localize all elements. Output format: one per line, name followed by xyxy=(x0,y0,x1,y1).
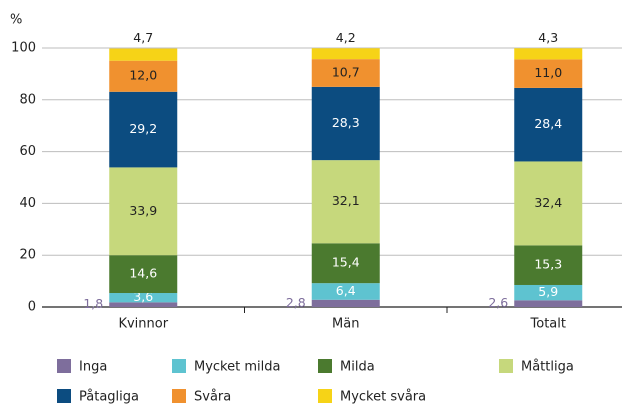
value-label: 1,8 xyxy=(83,296,103,311)
bar-segment xyxy=(109,302,178,307)
value-label: 28,3 xyxy=(332,115,360,130)
value-label: 28,4 xyxy=(534,116,562,131)
value-label: 14,6 xyxy=(129,266,157,281)
bar-segment xyxy=(311,160,380,244)
bar-segment xyxy=(109,91,178,168)
bar-segment xyxy=(514,245,583,285)
value-label: 6,4 xyxy=(336,283,356,298)
bar-segment xyxy=(311,48,380,60)
bar-segment xyxy=(311,243,380,284)
bar-segment xyxy=(514,300,583,307)
legend-swatch xyxy=(57,389,71,403)
bar-segment xyxy=(514,161,583,246)
legend-label: Milda xyxy=(340,360,375,375)
x-tick-label: Män xyxy=(332,317,359,332)
x-tick-label: Kvinnor xyxy=(118,317,168,332)
value-label: 29,2 xyxy=(129,121,157,136)
bar-segment xyxy=(109,255,178,294)
legend-swatch xyxy=(172,359,186,373)
legend-swatch xyxy=(318,359,332,373)
value-label: 15,4 xyxy=(332,255,360,270)
legend-swatch xyxy=(318,389,332,403)
legend-label: Inga xyxy=(79,360,107,375)
y-tick-label: 40 xyxy=(19,196,36,211)
bar-segment xyxy=(311,86,380,161)
legend-swatch xyxy=(172,389,186,403)
bar-segment xyxy=(514,284,583,301)
value-label: 11,0 xyxy=(534,65,562,80)
value-label: 32,4 xyxy=(534,195,562,210)
y-tick-label: 0 xyxy=(28,300,36,315)
legend-label: Mycket svåra xyxy=(340,390,426,405)
bar-segment xyxy=(109,293,178,303)
bar-segment xyxy=(514,87,583,162)
bar-segment xyxy=(514,48,583,60)
legend-swatch xyxy=(57,359,71,373)
bar-segment xyxy=(311,59,380,87)
value-label: 2,8 xyxy=(286,295,306,310)
bar-segment xyxy=(311,299,380,307)
value-label: 15,3 xyxy=(534,257,562,272)
legend-label: Måttliga xyxy=(521,360,574,375)
y-tick-label: 20 xyxy=(19,248,36,263)
value-label: 4,3 xyxy=(538,30,558,45)
bar-segment xyxy=(514,59,583,88)
legend-swatch xyxy=(499,359,513,373)
bar-segment xyxy=(109,60,178,92)
bar-segment xyxy=(109,167,178,256)
value-label: 4,2 xyxy=(336,30,356,45)
y-tick-label: 100 xyxy=(11,41,36,56)
value-label: 12,0 xyxy=(129,68,157,83)
legend-label: Mycket milda xyxy=(194,360,280,375)
value-label: 33,9 xyxy=(129,203,157,218)
value-label: 5,9 xyxy=(538,284,558,299)
bar-segment xyxy=(311,283,380,300)
value-label: 2,6 xyxy=(488,295,508,310)
y-axis-label: % xyxy=(10,13,22,28)
legend-label: Påtagliga xyxy=(79,390,139,405)
value-label: 4,7 xyxy=(133,30,153,45)
y-tick-label: 80 xyxy=(19,92,36,107)
value-label: 32,1 xyxy=(332,193,360,208)
x-tick-label: Totalt xyxy=(530,317,566,332)
bar-segment xyxy=(109,48,178,61)
y-tick-label: 60 xyxy=(19,144,36,159)
value-label: 10,7 xyxy=(332,64,360,79)
legend-label: Svåra xyxy=(194,390,231,405)
